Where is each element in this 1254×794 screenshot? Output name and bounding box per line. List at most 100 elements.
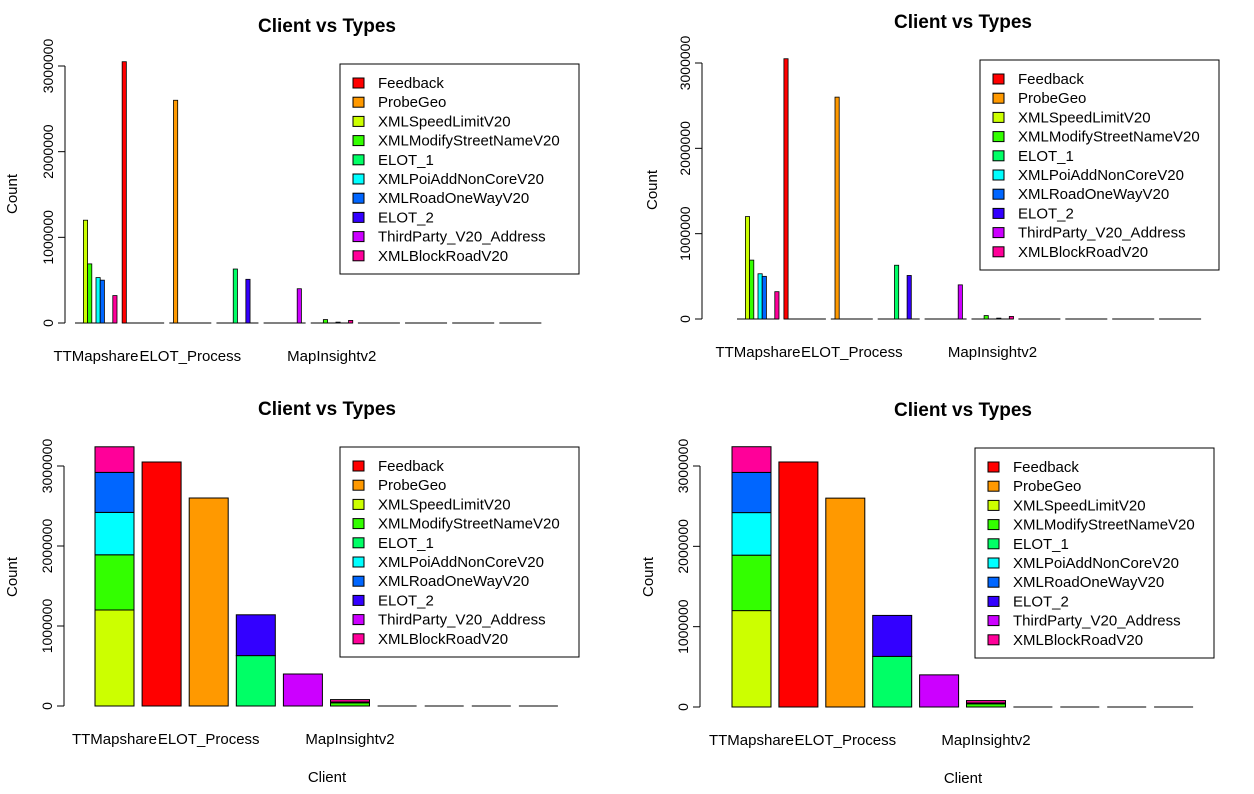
stacked-segment-Feedback-1	[778, 461, 819, 708]
legend-label: Feedback	[1018, 71, 1084, 88]
bar-Feedback-1	[783, 58, 789, 320]
legend-swatch	[987, 557, 1000, 569]
legend: Feedback ProbeGeo XMLSpeedLimitV20 XMLModif…	[979, 59, 1220, 271]
legend-swatch	[987, 576, 1000, 588]
legend-swatch	[352, 633, 365, 645]
legend-label: XMLPoiAddNonCoreV20	[1013, 555, 1179, 572]
stacked-segment-ThirdParty_V20_Address-4	[282, 673, 323, 707]
bar-XMLSpeedLimitV20-0	[83, 219, 89, 324]
x-category-label: TTMapshare	[715, 344, 800, 361]
legend-label: ThirdParty_V20_Address	[1018, 225, 1186, 242]
legend-swatch	[352, 479, 365, 491]
legend-swatch	[352, 556, 365, 568]
stacked-segment-ELOT_2-3	[872, 614, 913, 657]
y-tick-label: 0	[39, 702, 55, 710]
bar-ELOT_1-3	[232, 268, 238, 324]
stacked-segment-ELOT_1-3	[872, 655, 913, 708]
bar-XMLRoadOneWayV20-5	[335, 321, 341, 324]
legend-swatch	[992, 227, 1005, 239]
legend-label: ProbeGeo	[378, 94, 446, 111]
legend-label: ELOT_2	[1018, 205, 1074, 222]
legend-box	[339, 63, 580, 275]
legend-swatch	[987, 634, 1000, 646]
y-tick-label: 3000000	[39, 439, 55, 494]
stacked-segment-ThirdParty_V20_Address-4	[919, 674, 960, 708]
chart-panel-2: Client vs Types 0 1000000 2000000 3000000 Cou…	[644, 12, 1220, 361]
legend-swatch	[352, 250, 365, 262]
stacked-segment-XMLPoiAddNonCoreV20-0	[731, 512, 772, 556]
bar-XMLModifyStreetNameV20-0	[749, 259, 755, 320]
legend-label: ProbeGeo	[1018, 90, 1086, 107]
x-category-label: ELOT_Process	[139, 348, 241, 365]
legend-swatch	[987, 615, 1000, 627]
legend-swatch	[992, 246, 1005, 258]
legend-swatch	[352, 498, 365, 510]
legend-label: XMLPoiAddNonCoreV20	[378, 554, 544, 571]
legend-label: Feedback	[1013, 459, 1079, 476]
bar-XMLRoadOneWayV20-5	[996, 317, 1002, 320]
legend-swatch	[987, 480, 1000, 492]
y-tick-label: 1000000	[39, 599, 55, 654]
stacked-segment-XMLBlockRoadV20-5	[966, 700, 1006, 704]
y-tick-label: 2000000	[677, 121, 693, 176]
legend-swatch	[987, 595, 1000, 607]
chart-panel-1: Client vs Types 0 1000000 2000000 3000000 Cou…	[4, 16, 580, 365]
x-axis-label: Client	[308, 769, 347, 786]
x-category-label: MapInsightv2	[305, 731, 394, 748]
x-category-label: MapInsightv2	[941, 732, 1030, 749]
legend-swatch	[992, 207, 1005, 219]
legend-label: XMLSpeedLimitV20	[1018, 109, 1151, 126]
legend-swatch	[987, 519, 1000, 531]
stacked-segment-ELOT_2-3	[235, 614, 276, 657]
stacked-segment-ELOT_1-3	[235, 655, 276, 707]
legend-label: XMLRoadOneWayV20	[378, 573, 529, 590]
legend-label: ELOT_2	[378, 592, 434, 609]
legend-label: Feedback	[378, 75, 444, 92]
legend-label: XMLBlockRoadV20	[1018, 244, 1148, 261]
bar-XMLModifyStreetNameV20-0	[87, 263, 93, 324]
stacked-segment-XMLBlockRoadV20-0	[731, 446, 772, 473]
stacked-segment-XMLRoadOneWayV20-0	[731, 471, 772, 514]
legend-box	[974, 447, 1215, 659]
y-tick-label: 3000000	[677, 36, 693, 91]
x-category-label: TTMapshare	[709, 732, 794, 749]
legend-label: ELOT_1	[1018, 148, 1074, 165]
x-category-label: TTMapshare	[72, 731, 157, 748]
y-axis-label: Count	[4, 556, 21, 597]
legend-label: ELOT_2	[378, 209, 434, 226]
legend-swatch	[352, 173, 365, 185]
legend-label: ThirdParty_V20_Address	[1013, 613, 1181, 630]
bar-XMLBlockRoadV20-0	[112, 295, 118, 324]
legend-swatch	[352, 96, 365, 108]
legend-label: Feedback	[378, 458, 444, 475]
legend-swatch	[352, 211, 365, 223]
y-axis-label: Count	[644, 169, 661, 210]
legend-label: ELOT_2	[1013, 593, 1069, 610]
x-axis-label: Client	[944, 770, 983, 787]
y-tick-label: 0	[40, 319, 56, 327]
x-category-label: ELOT_Process	[794, 732, 896, 749]
y-tick-label: 2000000	[39, 519, 55, 574]
legend-swatch	[992, 92, 1005, 104]
chart-title: Client vs Types	[894, 12, 1032, 33]
chart-panel-4: Client vs Types 0 1000000 2000000 3000000 Cou…	[640, 400, 1215, 787]
legend-swatch	[992, 131, 1005, 143]
bar-XMLRoadOneWayV20-0	[99, 279, 105, 324]
stacked-segment-XMLRoadOneWayV20-0	[94, 471, 135, 513]
legend-swatch	[352, 231, 365, 243]
x-category-label: ELOT_Process	[801, 344, 903, 361]
legend: Feedback ProbeGeo XMLSpeedLimitV20 XMLModif…	[974, 447, 1215, 659]
legend-label: XMLModifyStreetNameV20	[1018, 129, 1200, 146]
y-tick-label: 0	[677, 315, 693, 323]
legend-label: XMLBlockRoadV20	[378, 631, 508, 648]
stacked-segment-XMLSpeedLimitV20-0	[731, 610, 772, 708]
bar-XMLRoadOneWayV20-0	[761, 275, 767, 320]
legend-label: XMLRoadOneWayV20	[1018, 186, 1169, 203]
legend-box	[979, 59, 1220, 271]
bar-ELOT_2-3	[906, 275, 912, 320]
legend-label: XMLSpeedLimitV20	[378, 113, 511, 130]
bar-XMLSpeedLimitV20-0	[745, 216, 751, 320]
legend-swatch	[987, 538, 1000, 550]
legend-label: ProbeGeo	[1013, 478, 1081, 495]
